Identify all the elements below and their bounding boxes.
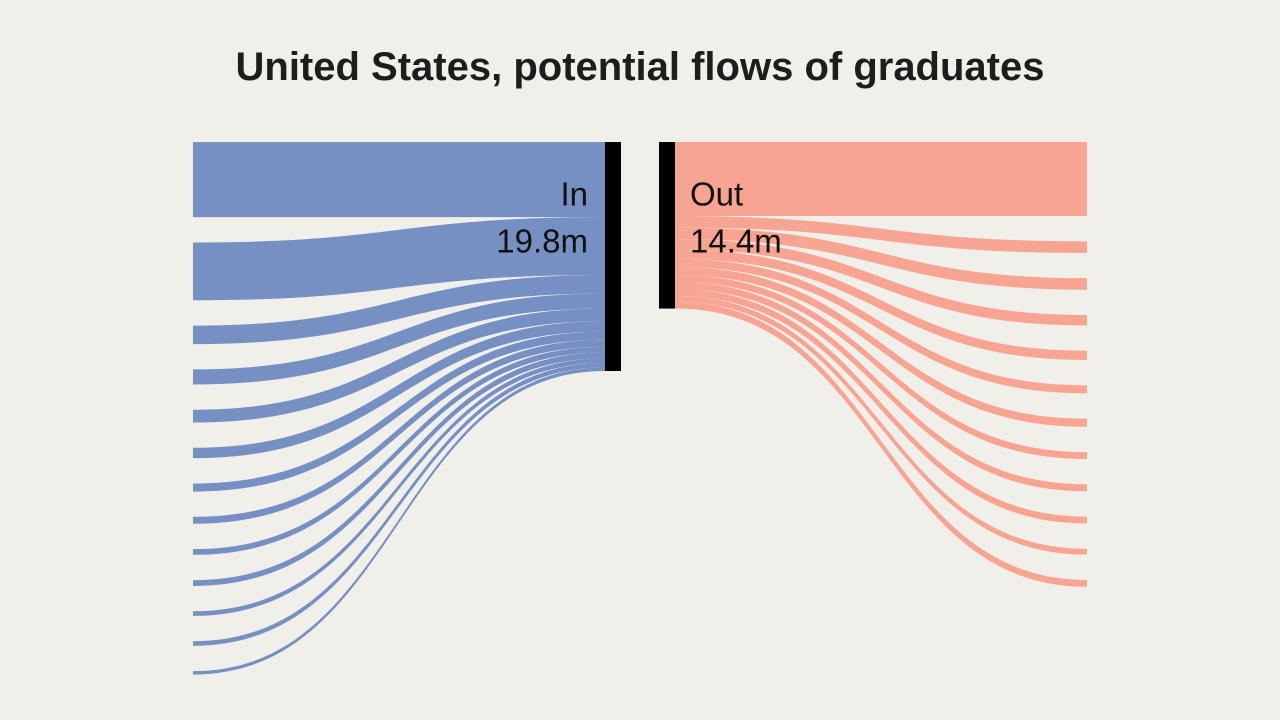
flow — [675, 227, 1087, 290]
flow — [193, 331, 605, 492]
flow — [193, 362, 605, 646]
flow — [675, 142, 1087, 217]
flow — [675, 301, 1087, 587]
flow — [675, 295, 1087, 555]
flow — [193, 352, 605, 586]
chart-title: United States, potential flows of gradua… — [236, 45, 1045, 89]
flow — [193, 358, 605, 616]
node-label: In — [560, 176, 588, 213]
flow — [193, 142, 605, 218]
flow — [675, 239, 1087, 326]
flow — [675, 216, 1087, 253]
flow — [193, 321, 605, 459]
flow — [193, 293, 605, 385]
node-label: Out — [690, 176, 743, 213]
flow — [193, 308, 605, 423]
flow — [675, 258, 1087, 394]
flow — [675, 249, 1087, 361]
flow — [193, 275, 605, 345]
flow — [675, 275, 1087, 460]
flow — [675, 288, 1087, 524]
flow — [193, 367, 605, 675]
flow — [193, 339, 605, 524]
flow — [675, 266, 1087, 427]
node-value-label: 19.8m — [496, 223, 588, 260]
flow — [193, 217, 605, 301]
flow — [675, 281, 1087, 492]
flow — [193, 346, 605, 555]
node-value-label: 14.4m — [690, 223, 782, 260]
node-bar — [659, 142, 675, 309]
node-bar — [605, 142, 621, 371]
